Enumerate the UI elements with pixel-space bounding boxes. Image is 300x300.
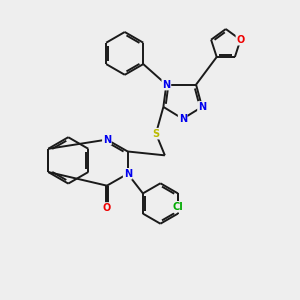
Text: N: N <box>103 135 111 145</box>
Text: N: N <box>124 169 132 179</box>
Text: N: N <box>198 102 206 112</box>
Text: N: N <box>162 80 170 90</box>
Text: N: N <box>178 114 187 124</box>
Text: S: S <box>152 129 160 139</box>
Text: Cl: Cl <box>172 202 183 212</box>
Text: O: O <box>236 35 244 45</box>
Text: O: O <box>103 203 111 213</box>
